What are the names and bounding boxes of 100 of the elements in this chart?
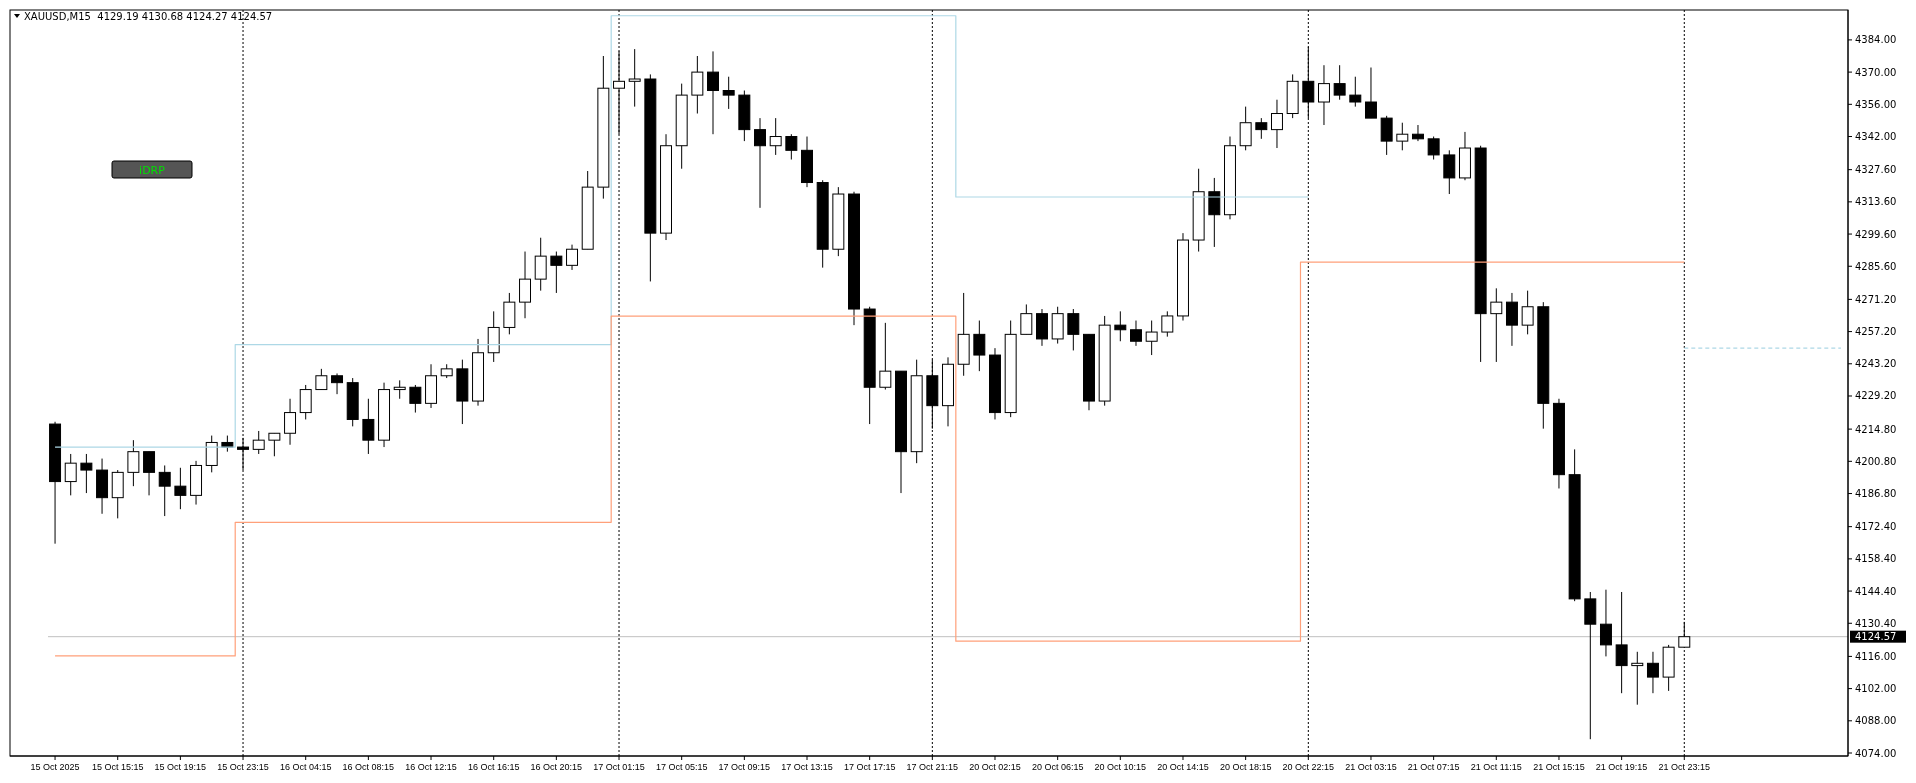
- candlestick: [127, 439, 140, 487]
- x-tick-label: 15 Oct 19:15: [154, 762, 207, 772]
- y-tick-label: 4257.20: [1855, 326, 1897, 338]
- candlestick: [973, 320, 986, 372]
- x-tick-label: 20 Oct 14:15: [1157, 762, 1209, 772]
- candlestick: [284, 398, 297, 446]
- y-tick-label: 4102.00: [1855, 683, 1897, 695]
- candlestick: [1443, 149, 1456, 195]
- candlestick: [707, 50, 719, 135]
- x-tick-label: 16 Oct 12:15: [405, 762, 457, 772]
- y-tick-label: 4116.00: [1855, 650, 1897, 662]
- candlestick: [1646, 651, 1659, 694]
- y-tick-label: 4384.00: [1855, 34, 1897, 46]
- y-tick-label: 4327.60: [1855, 164, 1897, 176]
- candlestick: [1318, 64, 1330, 126]
- x-tick-label: 16 Oct 20:15: [530, 762, 583, 772]
- candlestick: [205, 435, 218, 473]
- candlestick: [1615, 591, 1628, 694]
- x-tick-label: 17 Oct 13:15: [781, 762, 833, 772]
- chart-title: XAUUSD,M15 4129.19 4130.68 4124.27 4124.57: [24, 11, 273, 22]
- x-tick-label: 16 Oct 08:15: [342, 762, 395, 772]
- ref-line-label: 4124.57: [1855, 631, 1897, 643]
- candlestick: [1271, 99, 1283, 149]
- candlestick: [1505, 292, 1518, 347]
- x-tick-label: 21 Oct 23:15: [1658, 762, 1711, 772]
- candlestick: [80, 453, 93, 494]
- candlestick: [315, 368, 328, 391]
- candlestick: [299, 384, 312, 420]
- y-tick-label: 4285.60: [1855, 260, 1897, 272]
- candlestick: [1411, 124, 1424, 142]
- candlestick: [1020, 303, 1033, 335]
- candlestick: [519, 251, 532, 319]
- x-tick-label: 17 Oct 21:15: [906, 762, 959, 772]
- x-tick-label: 21 Oct 03:15: [1345, 762, 1397, 772]
- x-tick-label: 21 Oct 11:15: [1470, 762, 1522, 772]
- x-tick-label: 16 Oct 04:15: [279, 762, 332, 772]
- y-tick-label: 4313.60: [1855, 196, 1897, 208]
- y-tick-label: 4130.40: [1855, 617, 1897, 629]
- candlestick: [252, 430, 265, 455]
- candlestick: [754, 117, 766, 209]
- y-tick-label: 4186.80: [1855, 488, 1897, 500]
- candlestick: [1396, 122, 1409, 151]
- candlestick: [393, 379, 406, 400]
- y-tick-label: 4342.00: [1855, 131, 1897, 143]
- candlestick: [1678, 621, 1691, 648]
- x-tick-label: 20 Oct 10:15: [1094, 762, 1147, 772]
- x-tick-label: 15 Oct 15:15: [91, 762, 144, 772]
- y-tick-label: 4158.40: [1855, 553, 1897, 565]
- candlestick: [362, 398, 375, 455]
- x-tick-label: 17 Oct 01:15: [593, 762, 645, 772]
- candlestick: [550, 251, 563, 294]
- x-tick-label: 15 Oct 23:15: [217, 762, 269, 772]
- x-tick-label: 21 Oct 07:15: [1407, 762, 1460, 772]
- y-tick-label: 4299.60: [1855, 228, 1897, 240]
- candlestick: [566, 244, 578, 271]
- candlestick: [1208, 177, 1221, 248]
- y-tick-label: 4074.00: [1855, 747, 1897, 759]
- candlestick: [174, 467, 187, 510]
- x-tick-label: 21 Oct 19:15: [1595, 762, 1648, 772]
- y-tick-label: 4229.20: [1855, 390, 1897, 402]
- candlestick: [331, 372, 344, 395]
- candlestick: [1490, 287, 1503, 363]
- y-tick-label: 4271.20: [1855, 293, 1897, 305]
- annotation: iDRP: [139, 164, 166, 177]
- candlestick: [1521, 290, 1534, 335]
- candlestick: [1161, 310, 1174, 338]
- candlestick: [785, 133, 798, 161]
- x-tick-label: 20 Oct 18:15: [1219, 762, 1272, 772]
- x-tick-label: 17 Oct 17:15: [843, 762, 896, 772]
- candlestick: [534, 237, 547, 292]
- candlestick: [1130, 320, 1142, 347]
- candlestick: [1599, 589, 1612, 657]
- candlestick: [409, 384, 422, 414]
- candlestick: [268, 432, 281, 457]
- candlestick: [1067, 308, 1080, 351]
- x-tick-label: 20 Oct 02:15: [969, 762, 1021, 772]
- candlestick: [879, 322, 892, 391]
- y-tick-label: 4144.40: [1855, 585, 1897, 597]
- x-tick-label: 20 Oct 06:15: [1031, 762, 1084, 772]
- y-tick-label: 4370.00: [1855, 66, 1897, 78]
- y-tick-label: 4088.00: [1855, 715, 1897, 727]
- y-tick-label: 4214.80: [1855, 423, 1897, 435]
- x-tick-label: 20 Oct 22:15: [1282, 762, 1335, 772]
- candlestick: [691, 55, 704, 115]
- candlestick: [1364, 67, 1377, 119]
- candlestick: [1114, 310, 1127, 342]
- y-tick-label: 4200.80: [1855, 455, 1897, 467]
- x-tick-label: 17 Oct 05:15: [655, 762, 708, 772]
- candlestick: [1333, 64, 1346, 101]
- x-tick-label: 21 Oct 15:15: [1533, 762, 1585, 772]
- y-tick-label: 4356.00: [1855, 98, 1897, 110]
- candlestick: [628, 48, 641, 108]
- candlestick: [158, 464, 171, 517]
- candlestick: [1427, 136, 1440, 161]
- x-tick-label: 15 Oct 2025: [30, 762, 80, 772]
- candlestick: [769, 117, 782, 156]
- candlestick: [1255, 117, 1268, 140]
- y-tick-label: 4172.40: [1855, 521, 1897, 533]
- candlestick: [1239, 106, 1252, 151]
- candlestick: [722, 76, 735, 110]
